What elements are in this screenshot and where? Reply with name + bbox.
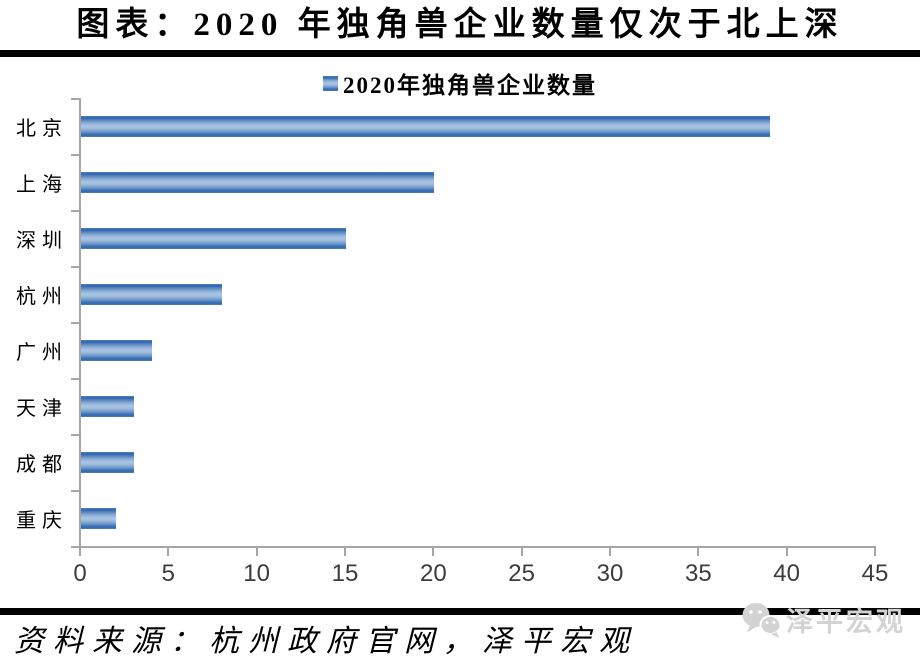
bar — [81, 283, 223, 305]
x-tick-label: 10 — [243, 560, 270, 587]
brand-watermark: 泽平宏观 — [740, 600, 906, 639]
x-tick-label: 0 — [73, 560, 87, 587]
x-axis-tick — [785, 546, 788, 556]
y-axis-tick — [71, 98, 80, 100]
x-axis-tick — [344, 546, 346, 556]
category-label: 天津 — [16, 397, 68, 420]
x-tick-label: 40 — [773, 560, 800, 587]
y-axis-tick — [71, 154, 80, 156]
chart-title: 图表：2020 年独角兽企业数量仅次于北上深 — [76, 7, 844, 43]
category-label: 成都 — [16, 453, 68, 476]
x-axis-tick — [432, 546, 435, 556]
bar — [81, 227, 346, 249]
category-label: 上海 — [16, 173, 68, 196]
x-axis-tick — [874, 546, 876, 556]
title-divider — [0, 50, 920, 57]
x-axis-tick — [520, 546, 523, 556]
x-tick-label: 15 — [331, 560, 359, 587]
category-label: 北京 — [16, 117, 68, 140]
legend-label: 2020年独角兽企业数量 — [343, 73, 597, 98]
x-axis-tick — [255, 546, 258, 556]
bar — [81, 171, 435, 193]
y-axis-line — [79, 98, 81, 548]
x-tick-label: 35 — [684, 560, 712, 587]
y-axis-tick — [71, 378, 80, 380]
category-label: 广州 — [16, 341, 68, 364]
category-label: 重庆 — [16, 509, 68, 532]
brand-name: 泽平宏观 — [786, 607, 906, 637]
x-tick-label: 25 — [508, 560, 535, 587]
category-label: 杭州 — [16, 285, 68, 308]
bar — [81, 339, 152, 361]
category-label: 深圳 — [16, 229, 68, 252]
bar — [81, 395, 134, 417]
x-tick-label: 45 — [861, 560, 889, 587]
y-axis-tick — [71, 266, 80, 268]
bar — [81, 115, 770, 137]
bar — [81, 451, 134, 473]
wechat-icon — [742, 602, 782, 638]
source-note: 资料来源：杭州政府官网，泽平宏观 — [14, 625, 638, 658]
x-tick-label: 5 — [161, 560, 175, 587]
x-axis-line — [79, 546, 876, 548]
bar — [81, 507, 117, 529]
y-axis-tick — [71, 210, 80, 212]
y-axis-tick — [71, 322, 80, 324]
x-axis-tick — [609, 546, 611, 556]
y-axis-tick — [71, 546, 80, 548]
x-tick-label: 30 — [596, 560, 624, 587]
legend: 2020年独角兽企业数量 — [0, 71, 920, 98]
footer-divider — [0, 608, 920, 615]
x-axis-tick — [167, 546, 170, 556]
legend-swatch — [323, 75, 338, 91]
x-tick-label: 20 — [419, 560, 447, 587]
y-axis-tick — [71, 490, 80, 492]
y-axis-tick — [71, 434, 80, 436]
x-axis-tick — [697, 546, 700, 556]
x-axis-tick — [79, 546, 81, 556]
